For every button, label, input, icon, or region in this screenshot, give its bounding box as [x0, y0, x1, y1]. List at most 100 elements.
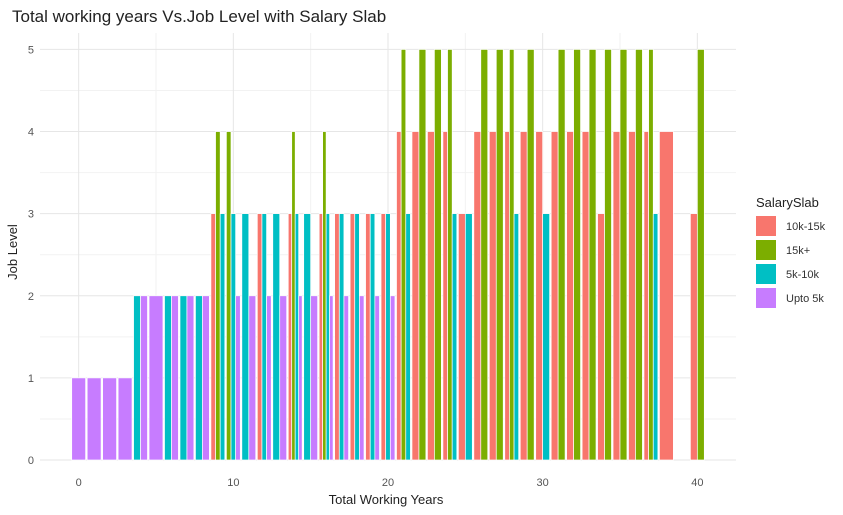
bar	[418, 49, 427, 461]
bars-layer	[71, 49, 705, 461]
bar	[588, 49, 597, 461]
legend-swatch	[756, 240, 776, 260]
bar	[464, 213, 473, 461]
bar	[696, 49, 705, 461]
bar	[359, 295, 365, 461]
bar	[287, 213, 293, 461]
bar	[235, 295, 241, 461]
bar	[566, 131, 574, 461]
bar	[504, 131, 510, 461]
legend-label: Upto 5k	[786, 293, 824, 305]
bar	[648, 49, 654, 461]
y-axis-label: Job Level	[5, 224, 20, 280]
bar	[230, 213, 237, 461]
bar	[349, 213, 356, 461]
bar	[458, 213, 466, 461]
bar	[365, 213, 371, 461]
bar	[619, 49, 628, 461]
bar	[535, 131, 544, 461]
bar	[513, 213, 520, 461]
bar	[635, 49, 643, 461]
bar	[526, 49, 535, 461]
bar	[256, 213, 263, 461]
bar	[171, 295, 179, 461]
bar	[266, 295, 272, 461]
bar	[447, 49, 453, 461]
bar	[374, 295, 380, 461]
bar	[405, 213, 411, 461]
bar	[400, 49, 407, 461]
bar	[303, 213, 312, 461]
bar	[322, 131, 327, 461]
bar	[434, 49, 442, 461]
bar	[215, 131, 221, 461]
bar	[140, 295, 148, 461]
bar	[219, 213, 226, 461]
y-tick-label: 3	[28, 209, 34, 221]
legend-swatch	[756, 264, 776, 284]
bar	[557, 49, 566, 461]
bar	[338, 213, 345, 461]
bar	[652, 213, 659, 461]
legend-label: 10k-15k	[786, 221, 826, 233]
bar	[294, 213, 300, 461]
bar	[71, 377, 86, 461]
bar	[509, 49, 515, 461]
bar	[226, 131, 232, 461]
x-tick-label: 30	[537, 477, 549, 489]
legend-swatch	[756, 288, 776, 308]
legend-label: 15k+	[786, 245, 810, 257]
bar	[380, 213, 387, 461]
bar	[117, 377, 133, 461]
y-tick-label: 1	[28, 373, 34, 385]
bar	[473, 131, 482, 461]
bar	[573, 49, 581, 461]
x-tick-label: 0	[76, 477, 82, 489]
bar	[248, 295, 257, 461]
bar	[148, 295, 164, 461]
bar	[334, 213, 340, 461]
bar	[369, 213, 376, 461]
bar	[550, 131, 559, 461]
bar	[581, 131, 590, 461]
x-tick-label: 10	[227, 477, 239, 489]
legend: 10k-15k 15k+ 5k-10k Upto 5k	[756, 216, 826, 308]
bar	[451, 213, 458, 461]
x-tick-labels: 0 10 20 30 40	[76, 477, 704, 489]
chart-title: Total working years Vs.Job Level with Sa…	[12, 7, 386, 26]
y-tick-label: 0	[28, 455, 34, 467]
bar	[186, 295, 195, 461]
bar	[86, 377, 102, 461]
bar	[385, 213, 391, 461]
x-tick-label: 20	[382, 477, 394, 489]
bar	[329, 295, 334, 461]
bar	[164, 295, 172, 461]
bar	[279, 295, 288, 461]
bar	[202, 295, 210, 461]
bar	[133, 295, 141, 461]
bar	[495, 49, 504, 461]
bar	[396, 131, 402, 461]
bar	[318, 213, 324, 461]
bar	[427, 131, 435, 461]
bar	[480, 49, 489, 461]
bar	[519, 131, 528, 461]
bar	[310, 295, 318, 461]
bar	[195, 295, 203, 461]
bar	[343, 295, 349, 461]
bar	[612, 131, 621, 461]
bar	[604, 49, 612, 461]
bar	[354, 213, 360, 461]
bar	[179, 295, 188, 461]
bar	[389, 295, 396, 461]
x-axis-label: Total Working Years	[329, 492, 444, 507]
bar	[325, 213, 330, 461]
y-tick-label: 4	[28, 127, 34, 139]
y-tick-label: 5	[28, 44, 34, 56]
bar	[442, 131, 448, 461]
bar	[291, 131, 296, 461]
legend-title: SalarySlab	[756, 195, 819, 210]
bar	[690, 213, 698, 461]
bar	[542, 213, 550, 461]
